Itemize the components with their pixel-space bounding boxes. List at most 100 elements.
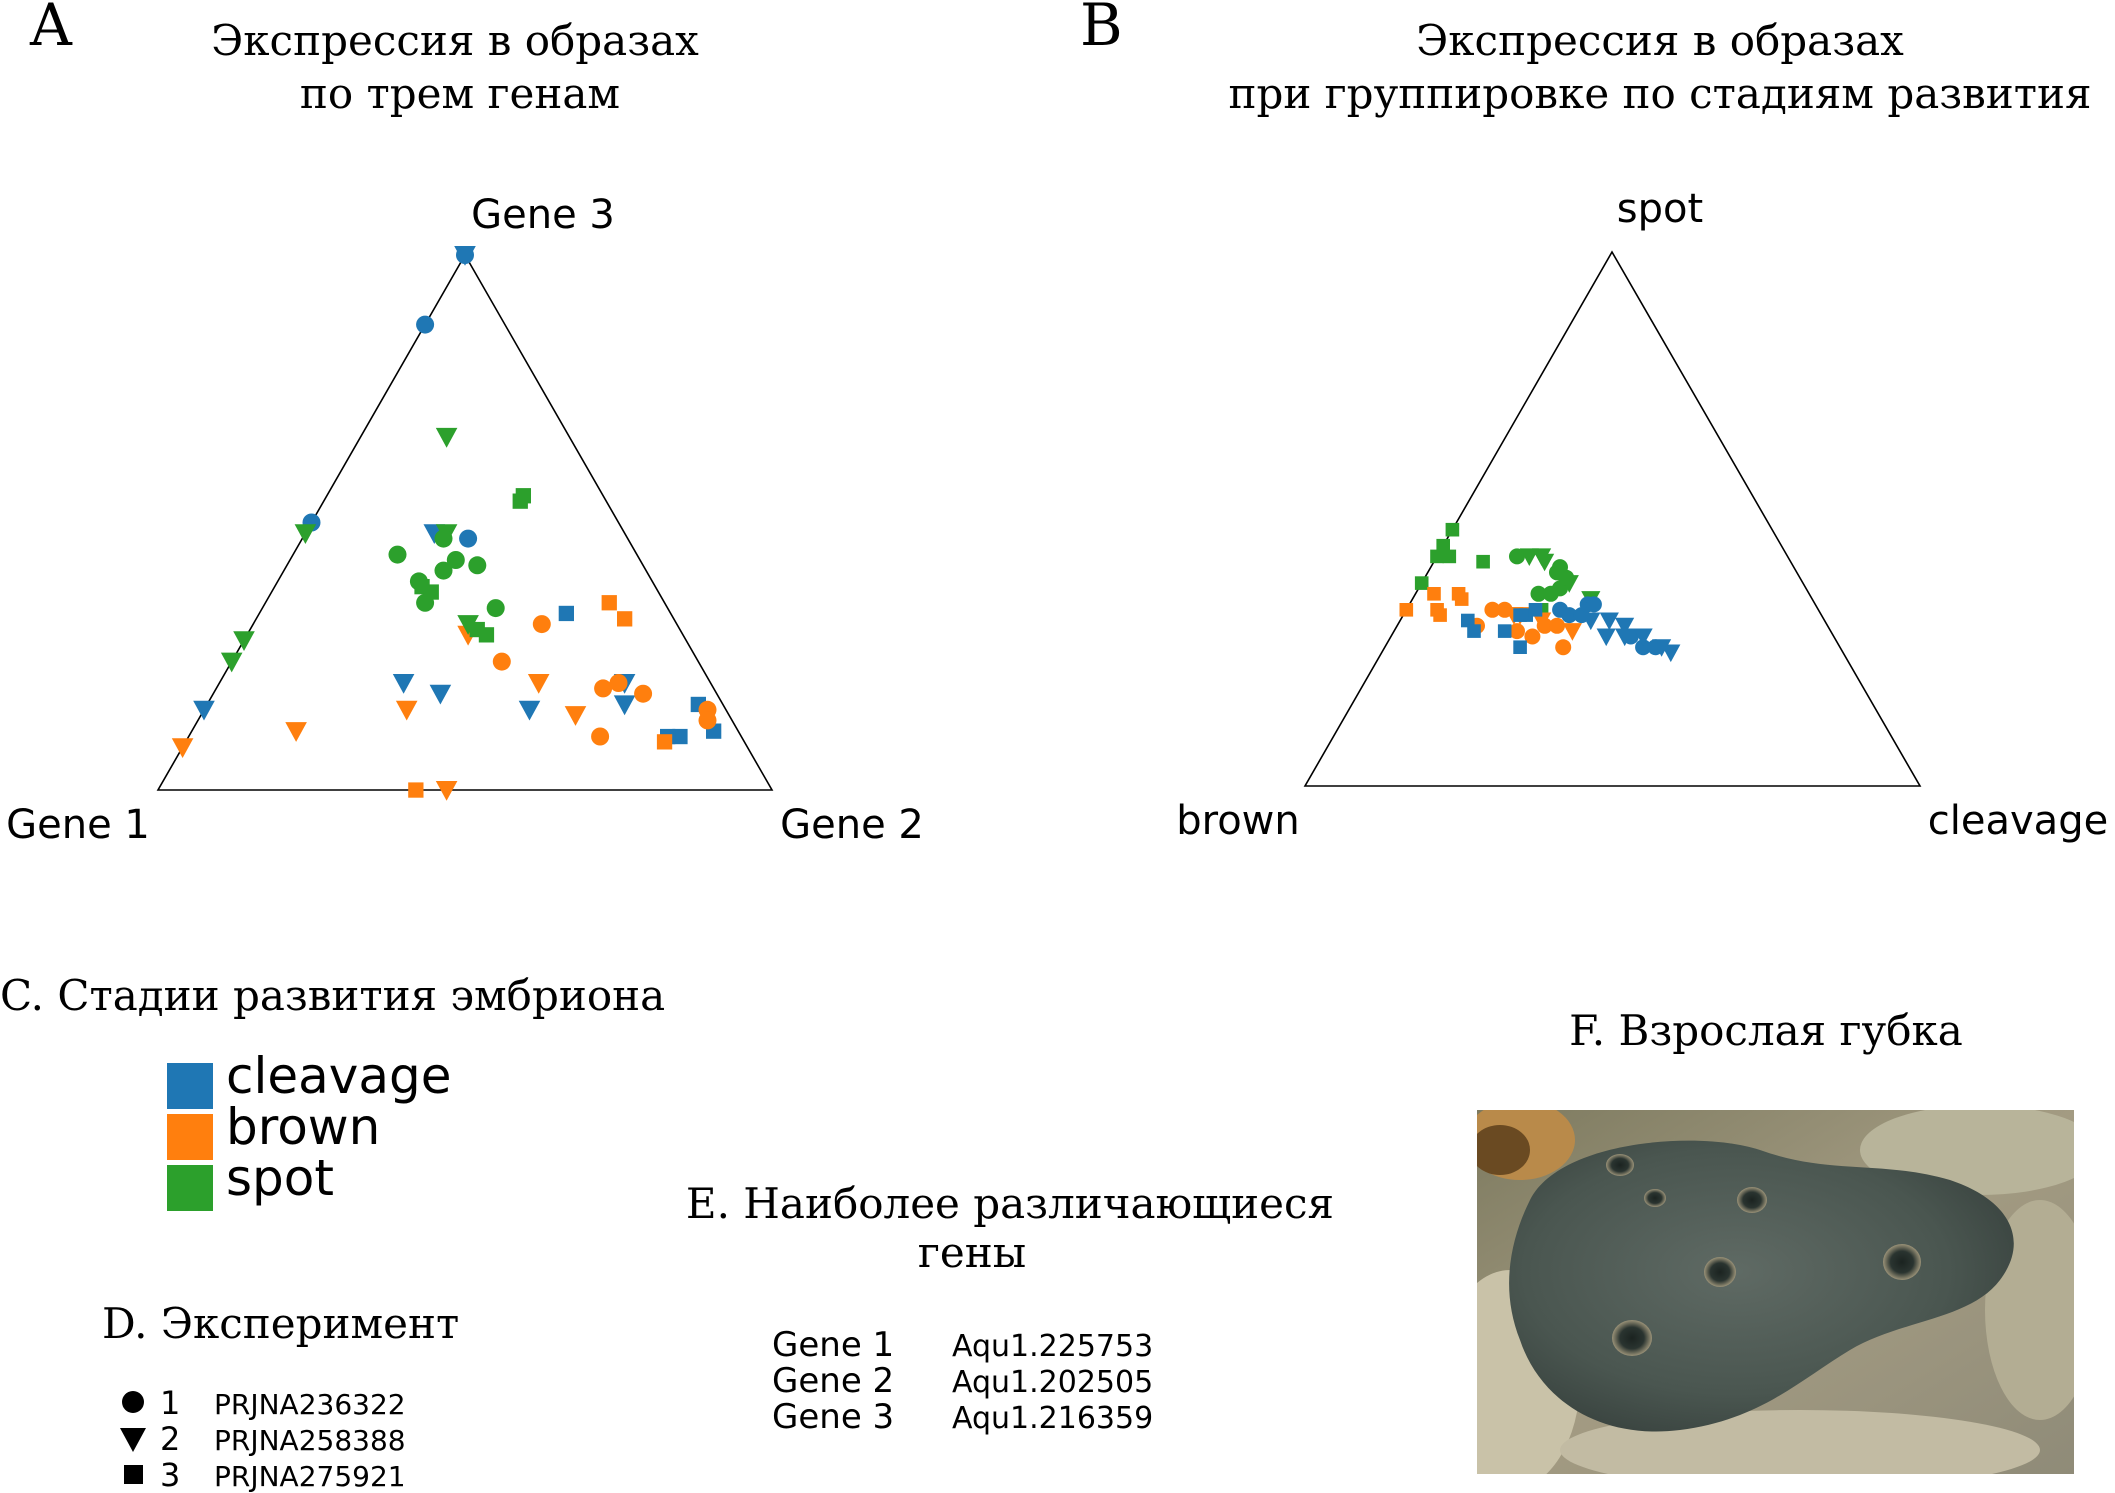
data-point-cleavage-triangle-down-10 <box>518 700 541 721</box>
photo-title: F. Взрослая губка <box>1569 1006 1963 1055</box>
data-point-cleavage-square-4 <box>1461 613 1475 628</box>
data-point-brown-circle-13 <box>591 727 610 746</box>
data-point-spot-circle-10 <box>434 561 453 580</box>
panel-b-letter: B <box>1080 0 1123 59</box>
data-point-spot-square-6 <box>1414 576 1429 590</box>
data-point-brown-circle-11 <box>698 711 717 730</box>
marker-circle-icon <box>122 1391 144 1413</box>
data-point-cleavage-circle-9 <box>1561 607 1578 624</box>
panel-a-letter: A <box>29 0 73 59</box>
data-point-cleavage-circle-12 <box>1585 596 1602 613</box>
data-point-brown-triangle-down-14 <box>395 700 418 721</box>
experiment-id-1: PRJNA236322 <box>214 1388 406 1421</box>
vertex-label-brown: brown <box>1176 798 1300 844</box>
legend-swatch-brown <box>167 1114 213 1160</box>
data-point-brown-circle-13 <box>1524 628 1541 645</box>
data-point-spot-circle-16 <box>1542 585 1559 602</box>
ternary-frame-b <box>1303 250 1922 787</box>
data-point-cleavage-square-5 <box>1467 624 1481 638</box>
data-point-spot-triangle-down-10 <box>1535 553 1555 572</box>
data-point-cleavage-triangle-down-8 <box>613 695 636 716</box>
data-point-cleavage-square-7 <box>558 605 574 622</box>
data-point-spot-circle-14 <box>416 593 435 612</box>
data-point-brown-square-2 <box>1427 587 1441 601</box>
data-point-brown-circle-8 <box>1484 601 1501 618</box>
data-point-cleavage-triangle-down-13 <box>1581 612 1601 631</box>
data-point-spot-triangle-down-19 <box>233 631 255 651</box>
data-point-spot-circle-7 <box>388 545 407 564</box>
data-point-cleavage-triangle-down-13 <box>392 674 415 694</box>
experiment-num-2: 2 <box>160 1420 180 1458</box>
data-point-brown-square-19 <box>656 734 673 750</box>
data-point-cleavage-triangle-down-15 <box>1615 617 1635 636</box>
marker-triangle-down-icon <box>120 1428 146 1452</box>
data-point-spot-triangle-down-5 <box>294 524 317 544</box>
gene-id-2: Aqu1.202505 <box>952 1365 1153 1400</box>
data-point-spot-triangle-down-20 <box>220 652 243 673</box>
vertex-label-cleavage: cleavage <box>1928 798 2108 844</box>
data-point-brown-circle-17 <box>1555 639 1572 656</box>
gene-name-1: Gene 1 <box>772 1325 894 1365</box>
adult-sponge-photo <box>1477 1110 2074 1474</box>
vertex-label-gene3: Gene 3 <box>471 192 615 238</box>
legend-swatch-spot <box>167 1165 213 1211</box>
data-point-spot-circle-8 <box>446 551 465 569</box>
data-point-brown-square-17 <box>408 782 424 798</box>
data-point-brown-circle-1 <box>532 615 551 634</box>
data-point-cleavage-triangle-down-22 <box>1661 644 1681 663</box>
data-point-brown-circle-7 <box>594 679 613 698</box>
data-point-cleavage-circle-3 <box>416 315 435 334</box>
data-point-spot-circle-17 <box>1530 585 1547 602</box>
data-point-cleavage-triangle-down-21 <box>1652 639 1672 657</box>
experiment-num-3: 3 <box>160 1456 180 1493</box>
data-point-brown-triangle-down-18 <box>435 781 458 801</box>
legend-swatch-cleavage <box>167 1063 213 1109</box>
data-point-cleavage-triangle-down-17 <box>193 700 215 721</box>
data-point-spot-square-4 <box>1430 549 1444 564</box>
data-point-brown-triangle-down-18 <box>1562 623 1582 641</box>
data-point-brown-circle-12 <box>1509 623 1525 640</box>
experiment-legend: 1 PRJNA236322 2 PRJNA258388 3 PRJNA27592… <box>120 1384 406 1493</box>
data-point-brown-square-1 <box>1399 603 1414 617</box>
marker-square-icon <box>124 1465 143 1484</box>
data-point-cleavage-triangle-down-14 <box>1599 612 1619 631</box>
data-point-brown-circle-9 <box>609 674 628 692</box>
legend-label-cleavage: cleavage <box>226 1047 452 1105</box>
vertex-label-spot: spot <box>1617 186 1703 232</box>
experiment-num-1: 1 <box>160 1384 180 1422</box>
stages-legend-title: C. Стадии развития эмбриона <box>0 971 665 1020</box>
gene-name-3: Gene 3 <box>772 1397 894 1437</box>
data-point-spot-circle-7 <box>1509 548 1525 565</box>
data-point-cleavage-square-15 <box>672 728 688 745</box>
data-point-brown-circle-16 <box>1549 617 1565 634</box>
data-point-brown-triangle-down-12 <box>564 706 587 726</box>
data-point-cleavage-square-6 <box>1497 624 1512 638</box>
data-point-spot-triangle-down-8 <box>1519 548 1539 566</box>
data-point-spot-triangle-down-15 <box>1559 575 1579 593</box>
data-point-spot-square-3 <box>1442 549 1457 564</box>
data-point-brown-triangle-down-15 <box>171 738 194 758</box>
gene-id-3: Aqu1.216359 <box>952 1401 1153 1436</box>
data-point-brown-triangle-down-15 <box>1532 612 1552 631</box>
vertex-label-gene1: Gene 1 <box>6 802 150 848</box>
gene-id-1: Aqu1.225753 <box>952 1329 1153 1364</box>
data-point-spot-circle-6 <box>434 529 453 548</box>
data-point-spot-triangle-down-16 <box>457 615 479 635</box>
data-point-cleavage-circle-19 <box>1635 639 1652 656</box>
genes-title-line1: E. Наиболее различающиеся <box>686 1179 1334 1228</box>
panel-b-title-line2: при группировке по стадиям развития <box>1228 69 2091 118</box>
panel-a-title-line1: Экспрессия в образах <box>211 16 699 65</box>
data-point-brown-square-6 <box>1433 608 1447 622</box>
data-point-spot-square-18 <box>478 627 495 643</box>
data-point-brown-triangle-down-16 <box>285 722 307 742</box>
data-point-spot-square-1 <box>1436 538 1450 553</box>
data-point-cleavage-triangle-down-16 <box>1596 628 1616 647</box>
experiment-legend-title: D. Эксперимент <box>102 1299 459 1348</box>
data-point-brown-square-3 <box>617 611 633 627</box>
data-point-brown-circle-8 <box>634 684 653 703</box>
data-point-brown-triangle-down-6 <box>527 674 550 694</box>
ternary-frame-a <box>156 253 774 791</box>
data-point-brown-square-2 <box>601 595 617 611</box>
data-point-spot-square-2 <box>1445 522 1460 537</box>
